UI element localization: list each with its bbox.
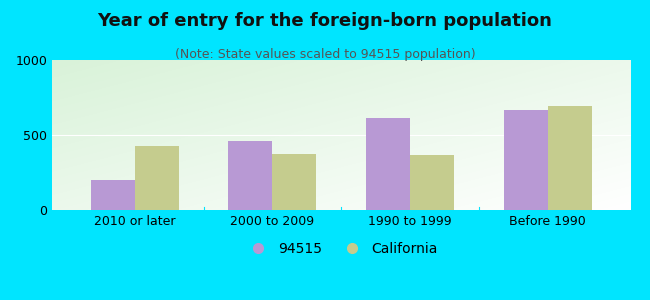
Text: (Note: State values scaled to 94515 population): (Note: State values scaled to 94515 popu… — [175, 48, 475, 61]
Bar — [504, 110, 548, 210]
Bar — [410, 154, 454, 210]
Bar — [272, 154, 317, 210]
Text: Year of entry for the foreign-born population: Year of entry for the foreign-born popul… — [98, 12, 552, 30]
Bar — [366, 118, 410, 210]
Legend: 94515, California: 94515, California — [240, 238, 442, 260]
Bar — [228, 141, 272, 210]
Bar — [548, 106, 592, 210]
Bar — [135, 146, 179, 210]
Bar — [90, 180, 135, 210]
